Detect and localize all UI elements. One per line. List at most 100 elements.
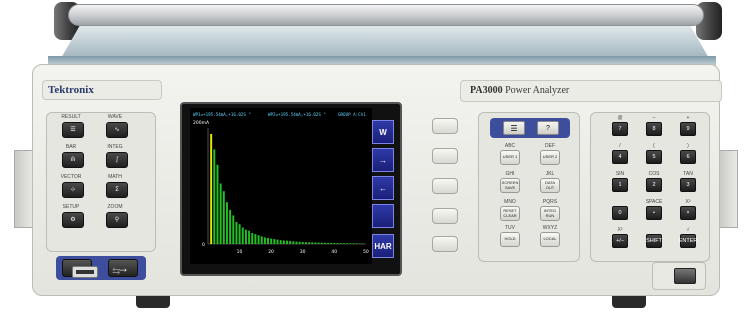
menu-key-top-label-0: ABC bbox=[504, 143, 516, 149]
keypad-key-4-2[interactable]: ENTER bbox=[679, 234, 697, 248]
keypad-key-4-1[interactable]: SHIFT bbox=[646, 234, 662, 248]
function-key-3[interactable]: ∫ bbox=[106, 152, 128, 168]
help-icon[interactable]: ? bbox=[537, 121, 559, 135]
bar-1-32 bbox=[314, 242, 317, 244]
keypad-key-4-0[interactable]: +/– bbox=[612, 234, 628, 248]
softkey-2[interactable]: ← bbox=[372, 176, 394, 200]
softkey-0[interactable]: W bbox=[372, 120, 394, 144]
y-axis-label: 200mA bbox=[193, 120, 210, 126]
model-plate bbox=[460, 80, 722, 102]
function-key-5[interactable]: Σ bbox=[106, 182, 128, 198]
bar-1-10 bbox=[244, 229, 247, 244]
menu-key-6[interactable]: HOLD bbox=[500, 232, 520, 247]
keypad-top-label-2-1: COS bbox=[648, 171, 660, 177]
keypad-key-0-1[interactable]: 8 bbox=[646, 122, 662, 136]
keypad-key-0-2[interactable]: 9 bbox=[680, 122, 696, 136]
right-arrow-button[interactable]: → bbox=[108, 259, 138, 277]
function-key-1[interactable]: ∿ bbox=[106, 122, 128, 138]
function-key-label-4: VECTOR bbox=[60, 174, 82, 180]
function-key-2[interactable]: ılı bbox=[62, 152, 84, 168]
bar-1-21 bbox=[279, 240, 282, 244]
keypad-key-1-1[interactable]: 5 bbox=[646, 150, 662, 164]
keypad-top-label-4-0: X² bbox=[617, 227, 623, 233]
bezel-button-4[interactable] bbox=[432, 236, 458, 252]
bar-1-33 bbox=[317, 242, 320, 244]
keypad-top-label-2-2: TAN bbox=[683, 171, 693, 177]
menu-key-4[interactable]: RESET CLEAR bbox=[500, 206, 520, 221]
keypad-key-1-2[interactable]: 6 bbox=[680, 150, 696, 164]
bar-1-18 bbox=[270, 238, 273, 244]
menu-key-top-label-2: GHI bbox=[505, 171, 515, 177]
bar-1-35 bbox=[323, 242, 326, 244]
bar-1-29 bbox=[304, 242, 307, 244]
bar-1-23 bbox=[286, 240, 288, 244]
x-tick-label-2: 30 bbox=[300, 249, 306, 255]
keypad-key-3-1[interactable]: • bbox=[646, 206, 662, 220]
keypad-key-2-0[interactable]: 1 bbox=[612, 178, 628, 192]
bezel-button-2[interactable] bbox=[432, 178, 458, 194]
keypad-key-1-0[interactable]: 4 bbox=[612, 150, 628, 164]
bar-1-28 bbox=[301, 242, 304, 244]
usb-port-slot bbox=[76, 270, 94, 274]
bar-1-31 bbox=[311, 242, 314, 244]
x-tick-label-3: 40 bbox=[331, 249, 337, 255]
menu-icon[interactable]: ☰ bbox=[503, 121, 525, 135]
screen-header-left: WP1=+195.54mA,+16.02S ° bbox=[193, 112, 251, 117]
bezel-button-1[interactable] bbox=[432, 148, 458, 164]
keypad-key-0-0[interactable]: 7 bbox=[612, 122, 628, 136]
function-key-label-6: SETUP bbox=[62, 204, 80, 210]
keypad-key-2-2[interactable]: 3 bbox=[680, 178, 696, 192]
brand-logo: Tektronix bbox=[48, 84, 94, 96]
bar-1-13 bbox=[254, 234, 257, 244]
function-key-6[interactable]: ⚙ bbox=[62, 212, 84, 228]
bezel-button-3[interactable] bbox=[432, 208, 458, 224]
menu-key-top-label-1: DEF bbox=[545, 143, 555, 149]
function-key-7[interactable]: ⚲ bbox=[106, 212, 128, 228]
bar-1-39 bbox=[336, 243, 339, 244]
softkey-1[interactable]: → bbox=[372, 148, 394, 172]
menu-key-top-label-5: PQRS bbox=[542, 199, 558, 205]
bar-1-45 bbox=[355, 243, 358, 244]
bar-1-40 bbox=[339, 243, 342, 244]
menu-key-5[interactable]: INTEG RUN bbox=[540, 206, 560, 221]
function-key-0[interactable]: ☰ bbox=[62, 122, 84, 138]
bar-1-46 bbox=[358, 243, 361, 244]
softkey-4[interactable]: HAR bbox=[372, 234, 394, 258]
model-name: PA3000 bbox=[470, 85, 503, 96]
keypad-top-label-1-2: ) bbox=[687, 143, 689, 149]
bar-1-1 bbox=[216, 164, 219, 244]
function-key-label-7: ZOOM bbox=[107, 204, 123, 210]
function-key-4[interactable]: ⊹ bbox=[62, 182, 84, 198]
keypad-top-label-4-2: √ bbox=[686, 227, 690, 233]
bar-1-47 bbox=[361, 243, 364, 244]
bar-1-12 bbox=[251, 233, 254, 244]
bezel-button-0[interactable] bbox=[432, 118, 458, 134]
foot-left bbox=[136, 296, 170, 308]
menu-key-0[interactable]: USER 1 bbox=[500, 150, 520, 165]
bar-1-0 bbox=[213, 149, 216, 244]
bar-1-16 bbox=[263, 237, 266, 244]
x-tick-label-0: 10 bbox=[237, 249, 243, 255]
menu-key-top-label-4: MNO bbox=[504, 199, 516, 205]
menu-key-2[interactable]: SCREEN SAVE bbox=[500, 178, 520, 193]
softkey-3[interactable] bbox=[372, 204, 394, 228]
power-switch[interactable] bbox=[674, 268, 696, 284]
keypad-top-label-1-1: ( bbox=[653, 143, 655, 149]
menu-key-7[interactable]: LOCAL bbox=[540, 232, 560, 247]
bar-1-15 bbox=[260, 236, 263, 244]
keypad-top-label-2-0: SIN bbox=[615, 171, 625, 177]
carry-handle[interactable] bbox=[68, 4, 704, 26]
foot-right bbox=[612, 296, 646, 308]
keypad-key-2-1[interactable]: 2 bbox=[646, 178, 662, 192]
bar-1-5 bbox=[229, 209, 232, 244]
bar-1-26 bbox=[295, 241, 298, 244]
keypad-key-3-0[interactable]: 0 bbox=[612, 206, 628, 220]
keypad-key-3-2[interactable]: × bbox=[680, 206, 696, 220]
x-tick-label-1: 20 bbox=[268, 249, 274, 255]
menu-key-top-label-6: TUV bbox=[505, 225, 515, 231]
menu-key-3[interactable]: DATA OUT bbox=[540, 178, 560, 193]
bar-1-6 bbox=[232, 215, 235, 244]
usb-icon: ⇆ bbox=[112, 266, 121, 277]
menu-key-top-label-3: JKL bbox=[545, 171, 555, 177]
menu-key-1[interactable]: USER 2 bbox=[540, 150, 560, 165]
